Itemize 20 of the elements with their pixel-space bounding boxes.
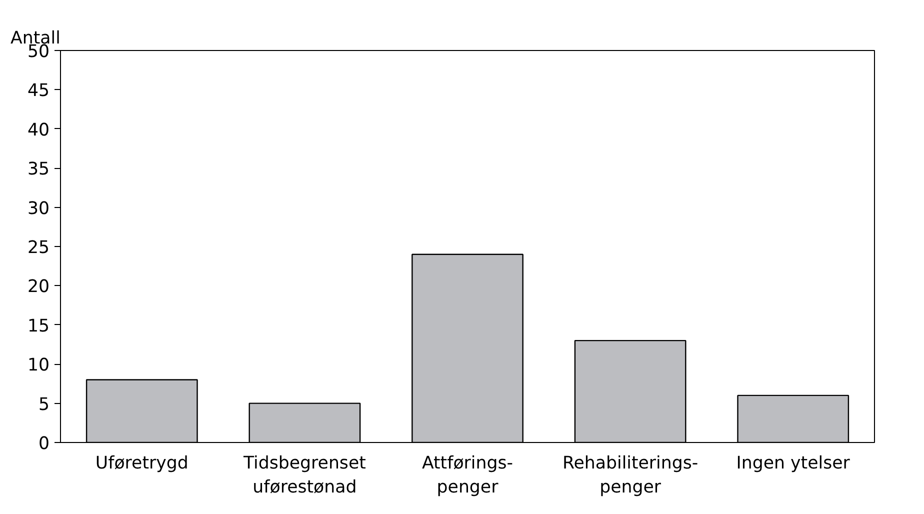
- bar: [574, 340, 686, 442]
- y-tick-label: 25: [27, 238, 50, 258]
- y-tick-label: 20: [27, 277, 50, 298]
- x-tick-label: Ingen ytelser: [736, 454, 851, 474]
- y-tick-label: 45: [27, 81, 50, 102]
- y-tick-label: 30: [27, 198, 50, 219]
- bar: [86, 379, 198, 442]
- y-tick-label: 15: [27, 316, 50, 336]
- x-tick-label: Tidsbegrenset uførestønad: [242, 454, 366, 498]
- y-tick-label: 35: [27, 160, 50, 180]
- y-tick-label: 10: [27, 356, 50, 376]
- bar: [737, 394, 850, 442]
- bar: [248, 402, 361, 442]
- x-tick-label: Attførings- penger: [422, 454, 514, 498]
- y-tick-label: 40: [27, 120, 50, 140]
- x-tick-label: Rehabiliterings- penger: [562, 454, 698, 498]
- y-tick-label: 0: [38, 434, 50, 454]
- x-tick-label: Uføretrygd: [95, 454, 188, 474]
- bar: [412, 254, 524, 442]
- y-tick-label: 5: [38, 394, 50, 415]
